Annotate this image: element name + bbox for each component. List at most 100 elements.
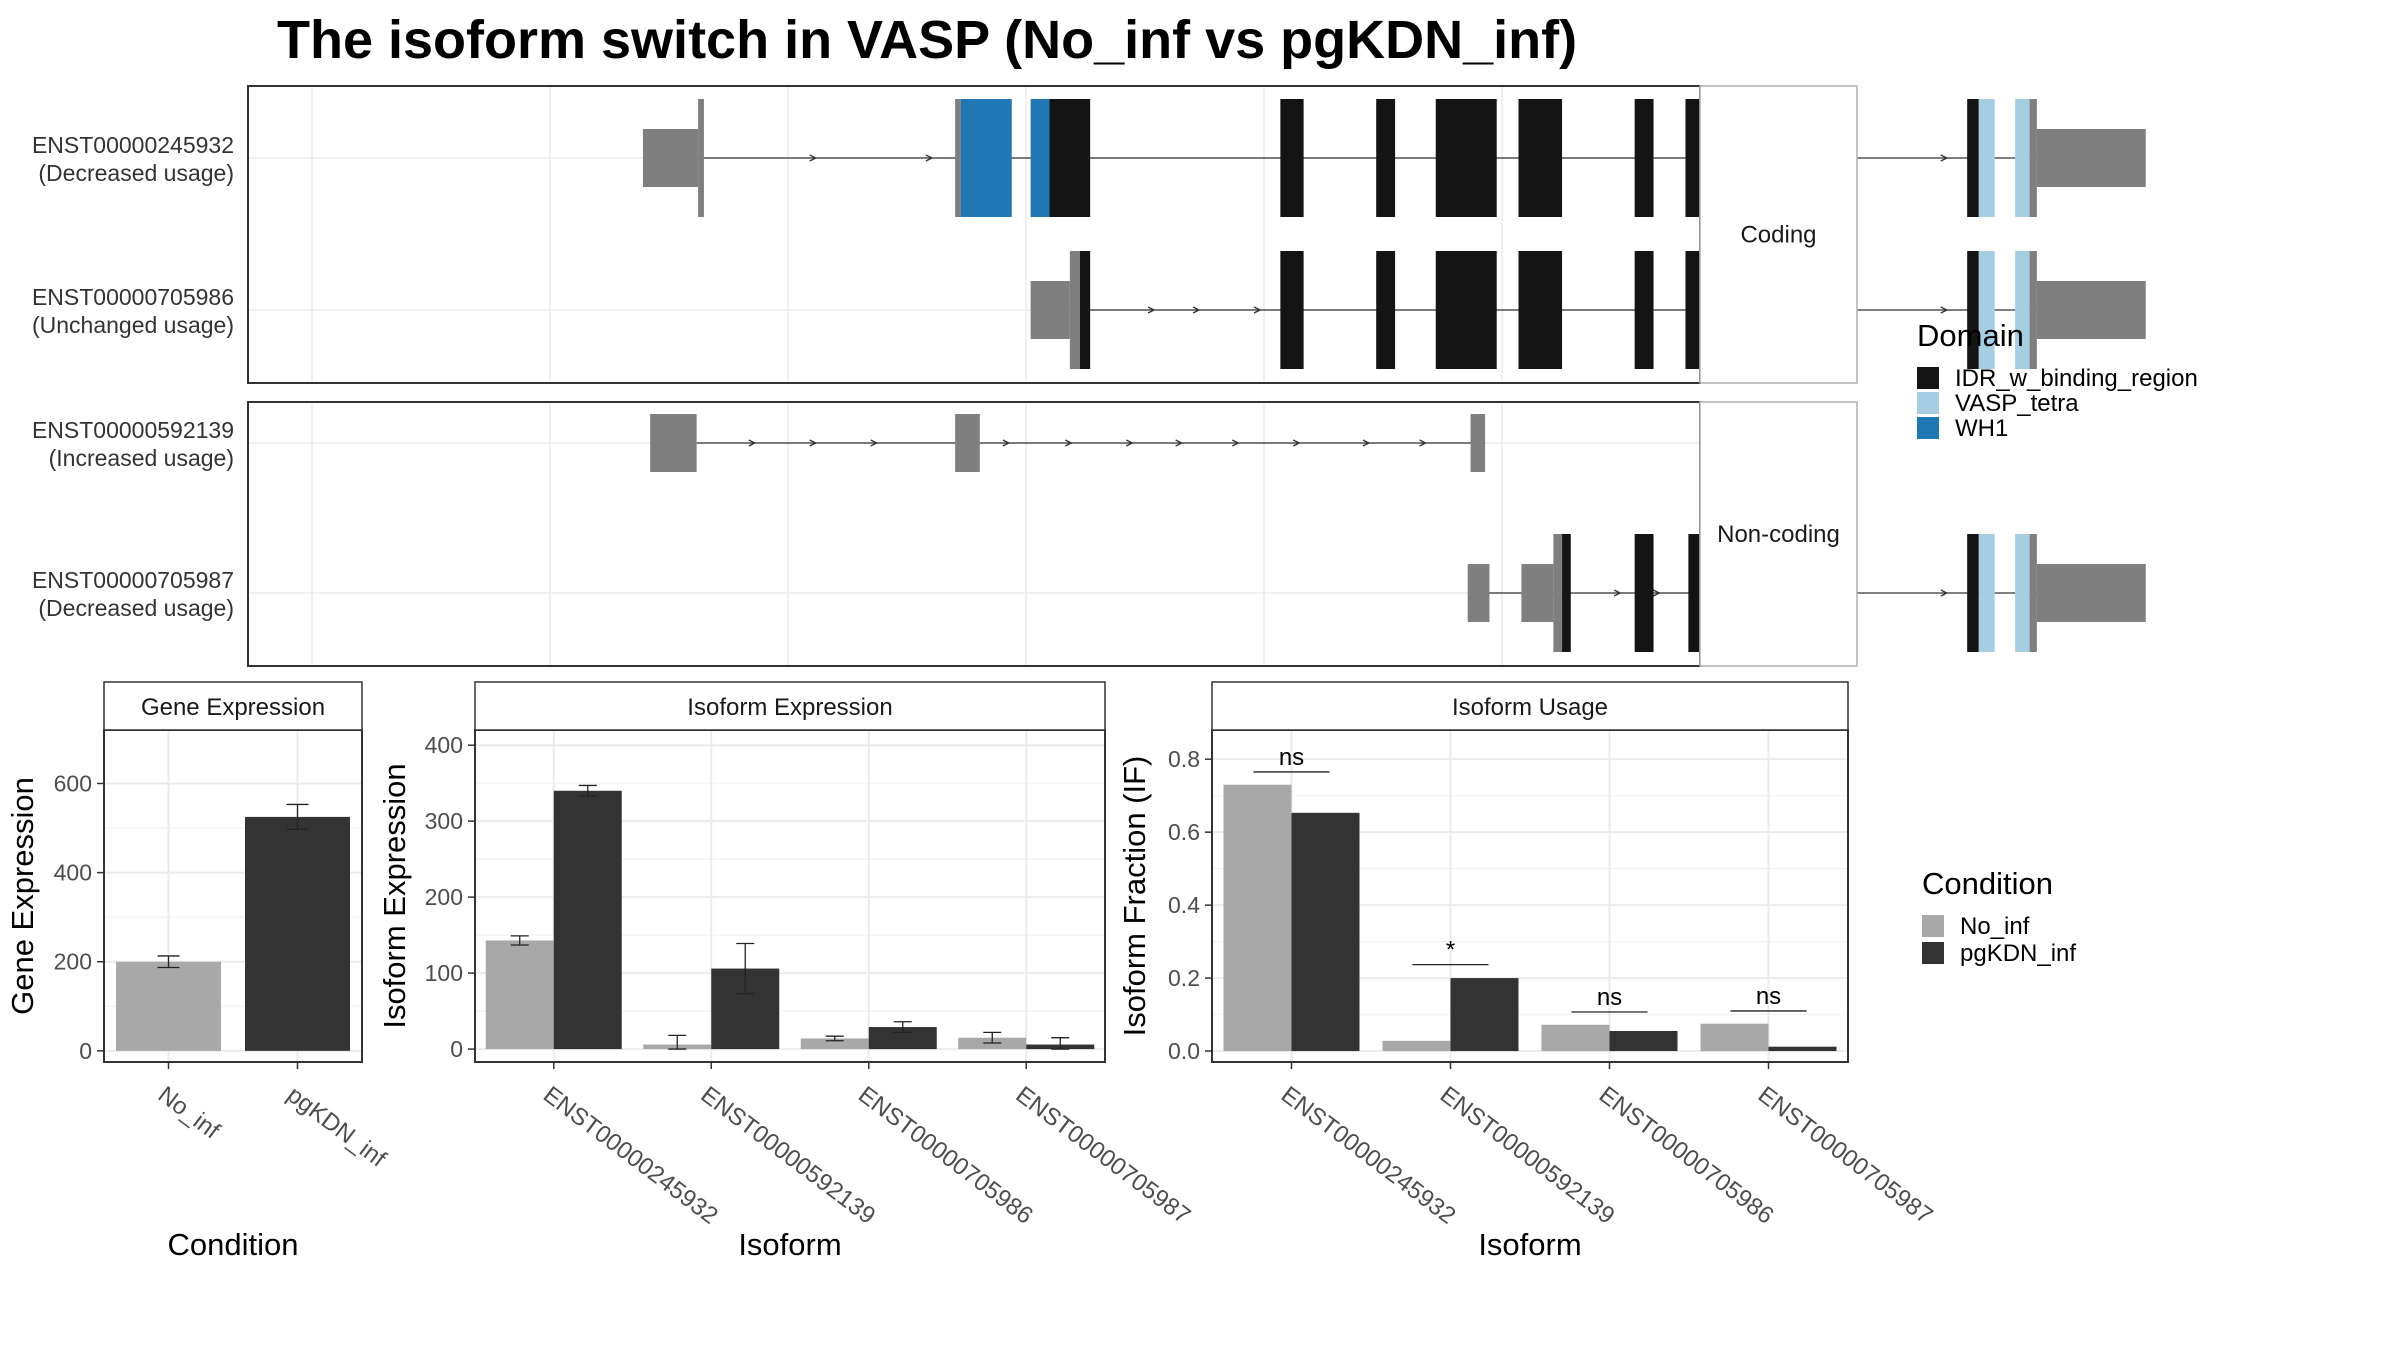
- direction-arrow-icon: [1362, 439, 1371, 447]
- facet-strip: [1699, 85, 1858, 384]
- exon-block: [1521, 564, 1554, 622]
- direction-arrow-icon: [748, 439, 757, 447]
- transcript-usage-label: (Decreased usage): [38, 160, 234, 186]
- exon-block: [1030, 281, 1070, 339]
- direction-arrow-icon: [1002, 439, 1011, 447]
- direction-arrow-icon: [1125, 439, 1134, 447]
- exon-block: [2036, 281, 2146, 339]
- x-tick-label: ENST00000705986: [1594, 1081, 1779, 1229]
- exon-block: [1030, 99, 1050, 217]
- facet-strip: [103, 681, 363, 731]
- exon-block: [698, 99, 704, 217]
- legend-swatch: [1922, 942, 1944, 964]
- bar-No_inf-ENST00000245932: [485, 940, 554, 1050]
- figure-title: The isoform switch in VASP (No_inf vs pg…: [277, 10, 1577, 70]
- x-tick-label: ENST00000592139: [1435, 1081, 1620, 1229]
- legend-item-label: IDR_w_binding_region: [1955, 365, 2198, 392]
- exon-block: [2029, 99, 2037, 217]
- transcript-structure-panels: ENST00000245932(Decreased usage)ENST0000…: [32, 85, 2146, 667]
- exon-block: [1634, 99, 1654, 217]
- legend-swatch: [1917, 367, 1939, 389]
- bar-pgKDN_inf-ENST00000705987: [1768, 1046, 1837, 1052]
- y-tick-label: 0: [450, 1036, 463, 1062]
- y-tick-label: 100: [425, 960, 463, 986]
- exon-block: [1435, 251, 1497, 369]
- bar-No_inf-ENST00000705986: [800, 1038, 869, 1050]
- direction-arrow-icon: [925, 154, 934, 162]
- x-tick-label: ENST00000592139: [696, 1081, 881, 1229]
- y-axis-label: Isoform Expression: [377, 763, 412, 1028]
- facet-label: Non-coding: [1717, 521, 1840, 548]
- exon-block: [1978, 99, 1995, 217]
- error-bar: [736, 942, 755, 995]
- error-bar: [825, 1035, 844, 1042]
- bar-pgKDN_inf-ENST00000592139: [1450, 978, 1519, 1052]
- y-axis-label: Gene Expression: [5, 777, 40, 1015]
- bar-pgKDN_inf-ENST00000705986: [1609, 1030, 1678, 1052]
- error-bar: [286, 803, 309, 831]
- legend-swatch: [1922, 915, 1944, 937]
- y-tick-label: 300: [425, 808, 463, 834]
- error-bar: [893, 1021, 912, 1034]
- bar-No_inf-ENST00000705987: [1700, 1023, 1769, 1052]
- exon-block: [2029, 251, 2037, 369]
- y-tick-label: 400: [425, 732, 463, 758]
- legend-swatch: [1917, 392, 1939, 414]
- facet-label: Coding: [1740, 222, 1816, 249]
- direction-arrow-icon: [809, 439, 818, 447]
- exon-block: [2015, 99, 2030, 217]
- direction-arrow-icon: [1292, 439, 1301, 447]
- y-tick-label: 400: [54, 860, 92, 886]
- bar-pgKDN_inf: [245, 816, 350, 1051]
- significance-label: ns: [1279, 744, 1304, 771]
- exon-block: [1280, 251, 1304, 369]
- x-tick-label: pgKDN_inf: [282, 1081, 391, 1173]
- direction-arrow-icon: [1613, 589, 1622, 597]
- chart-title: Isoform Expression: [687, 694, 892, 721]
- structure-panel-coding: ENST00000245932(Decreased usage)ENST0000…: [32, 85, 2146, 384]
- legend-swatch: [1917, 417, 1939, 439]
- exon-block: [650, 414, 697, 472]
- x-tick-label: ENST00000245932: [1276, 1081, 1461, 1229]
- exon-block: [1518, 99, 1563, 217]
- direction-arrow-icon: [1419, 439, 1428, 447]
- y-tick-label: 0.2: [1168, 965, 1200, 991]
- chart-isoform-expression: Isoform Expression 0 100 200 300 400 ENST00000…: [377, 681, 1196, 1262]
- error-bar: [668, 1034, 687, 1050]
- y-tick-label: 0.4: [1168, 892, 1200, 918]
- error-bar: [983, 1031, 1002, 1044]
- exon-block: [2029, 534, 2037, 652]
- legend-title: Condition: [1922, 866, 2053, 901]
- direction-arrow-icon: [1940, 589, 1949, 597]
- exon-block: [2015, 534, 2030, 652]
- exon-block: [1435, 99, 1497, 217]
- x-axis-label: Isoform: [738, 1227, 841, 1262]
- exon-block: [1079, 251, 1091, 369]
- chart-title: Gene Expression: [141, 694, 325, 721]
- legend-item-label: No_inf: [1960, 913, 2030, 940]
- x-tick-label: ENST00000705986: [853, 1081, 1038, 1229]
- y-tick-label: 0.6: [1168, 819, 1200, 845]
- bar-No_inf: [116, 961, 221, 1051]
- direction-arrow-icon: [1940, 154, 1949, 162]
- error-bar: [157, 955, 180, 969]
- y-tick-label: 600: [54, 770, 92, 796]
- x-tick-label: ENST00000705987: [1011, 1081, 1196, 1229]
- direction-arrow-icon: [1175, 439, 1184, 447]
- transcript-id-label: ENST00000245932: [32, 132, 234, 158]
- legend-title: Domain: [1917, 318, 2024, 353]
- exon-block: [1967, 534, 1979, 652]
- direction-arrow-icon: [809, 154, 818, 162]
- y-tick-label: 200: [425, 884, 463, 910]
- exon-block: [1376, 99, 1396, 217]
- exon-block: [2015, 251, 2030, 369]
- exon-block: [1967, 99, 1979, 217]
- exon-block: [1049, 99, 1091, 217]
- bar-pgKDN_inf-ENST00000245932: [553, 790, 622, 1050]
- error-bar: [578, 784, 597, 797]
- exon-block: [1634, 534, 1654, 652]
- bar-No_inf-ENST00000245932: [1223, 784, 1292, 1052]
